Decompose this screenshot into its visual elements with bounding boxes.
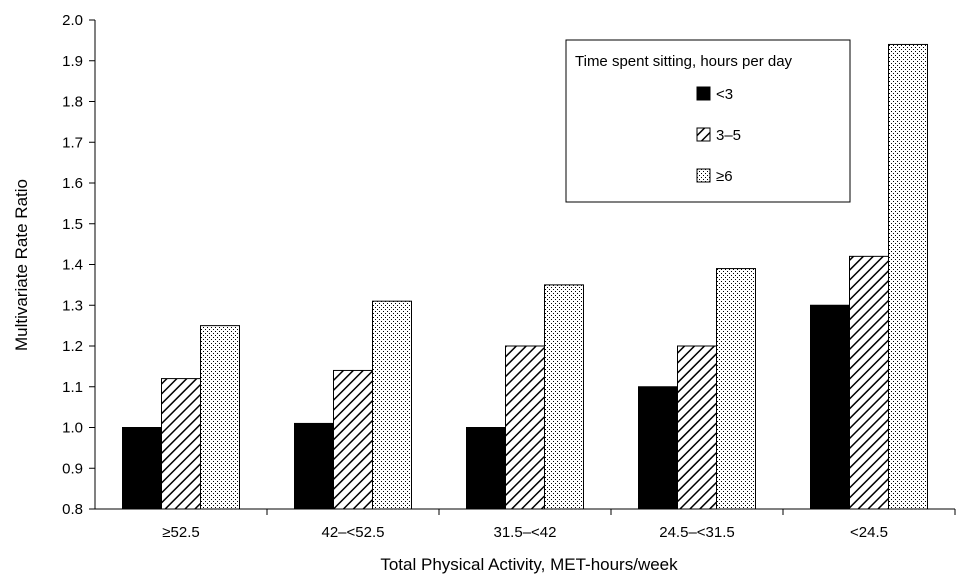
legend: Time spent sitting, hours per day <3 3–5 ≥… — [565, 39, 851, 203]
y-tick-label: 1.9 — [62, 53, 83, 70]
y-tick-label: 1.2 — [62, 338, 83, 355]
y-tick-label: 1.5 — [62, 216, 83, 233]
bar-ge6-0 — [200, 325, 240, 510]
bar-3to5-2 — [505, 345, 545, 510]
y-tick-label: 1.3 — [62, 297, 83, 314]
y-tick-label: 1.6 — [62, 175, 83, 192]
axes-layer: 0.8 0.9 1.0 1.1 1.2 1.3 1.4 1.5 1.6 1.7 1.8 1.9 2.0 ≥… — [62, 12, 956, 541]
legend-label: <3 — [716, 86, 733, 103]
y-tick-label: 1.0 — [62, 420, 83, 437]
legend-label: 3–5 — [716, 127, 741, 144]
x-tick-label: 42–<52.5 — [322, 524, 385, 541]
y-tick-label: 0.8 — [62, 501, 83, 518]
y-tick-label: 0.9 — [62, 460, 83, 477]
legend-swatch — [696, 86, 711, 101]
x-tick-label: ≥52.5 — [162, 524, 199, 541]
y-axis-title: Multivariate Rate Ratio — [12, 179, 31, 351]
bar-lt3-3 — [638, 386, 678, 510]
bar-3to5-0 — [161, 378, 201, 510]
bars-layer — [122, 43, 928, 510]
bar-ge6-3 — [716, 268, 756, 510]
bar-lt3-4 — [810, 304, 850, 510]
bar-3to5-4 — [849, 255, 889, 510]
legend-swatch — [696, 127, 711, 142]
y-tick-label: 1.7 — [62, 134, 83, 151]
x-tick-label: 31.5–<42 — [494, 524, 557, 541]
x-tick-label: 24.5–<31.5 — [659, 524, 735, 541]
y-tick-label: 1.4 — [62, 257, 83, 274]
y-tick-label: 1.8 — [62, 94, 83, 111]
x-axis-title: Total Physical Activity, MET-hours/week — [380, 555, 678, 574]
bar-ge6-2 — [544, 284, 584, 510]
legend-title: Time spent sitting, hours per day — [575, 53, 793, 70]
bar-3to5-1 — [333, 369, 373, 510]
bar-lt3-0 — [122, 427, 162, 510]
bar-lt3-2 — [466, 427, 506, 510]
y-tick-label: 1.1 — [62, 379, 83, 396]
legend-label: ≥6 — [716, 168, 733, 185]
x-tick-label: <24.5 — [850, 524, 888, 541]
bar-lt3-1 — [294, 422, 334, 510]
y-tick-label: 2.0 — [62, 12, 83, 29]
legend-swatch — [696, 168, 711, 183]
bar-3to5-3 — [677, 345, 717, 510]
bar-ge6-1 — [372, 300, 412, 510]
bar-ge6-4 — [888, 43, 928, 510]
